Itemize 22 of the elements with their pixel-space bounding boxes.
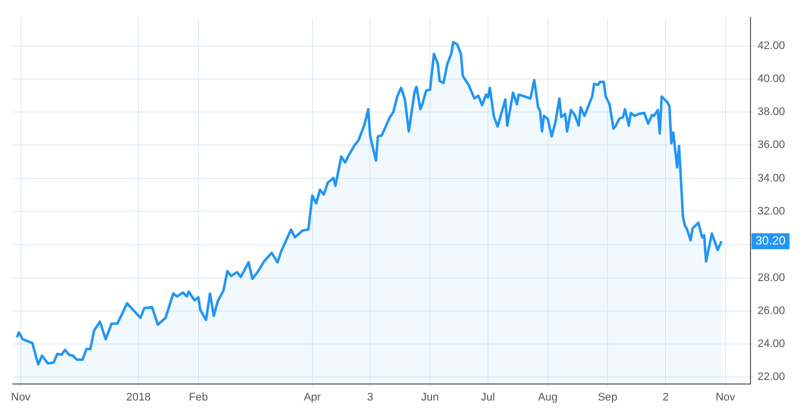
y-tick-label: 40.00 xyxy=(757,72,786,85)
y-tick-label: 32.00 xyxy=(757,206,786,218)
x-tick-label: 2018 xyxy=(126,391,151,404)
x-tick-label: Feb xyxy=(188,391,208,404)
y-tick-label: 28.00 xyxy=(757,272,786,284)
x-tick-label: Jun xyxy=(421,391,439,404)
y-tick-label: 38.00 xyxy=(757,106,786,118)
y-tick-label: 34.00 xyxy=(757,172,786,184)
y-tick-label: 22.00 xyxy=(757,371,786,384)
x-tick-label: 2 xyxy=(662,391,669,404)
y-tick-label: 24.00 xyxy=(757,338,786,350)
x-tick-label: Sep xyxy=(598,391,618,404)
x-tick-label: Jul xyxy=(480,391,495,404)
y-tick-label: 36.00 xyxy=(757,139,786,152)
y-tick-label: 42.00 xyxy=(757,40,786,52)
x-tick-label: Aug xyxy=(538,391,558,404)
x-tick-label: Nov xyxy=(716,391,736,404)
y-tick-label: 26.00 xyxy=(757,304,786,317)
x-tick-label: 3 xyxy=(367,391,374,404)
annotation: 30.20 xyxy=(755,234,786,248)
x-tick-label: Apr xyxy=(304,391,322,404)
x-tick-label: Nov xyxy=(11,391,32,404)
